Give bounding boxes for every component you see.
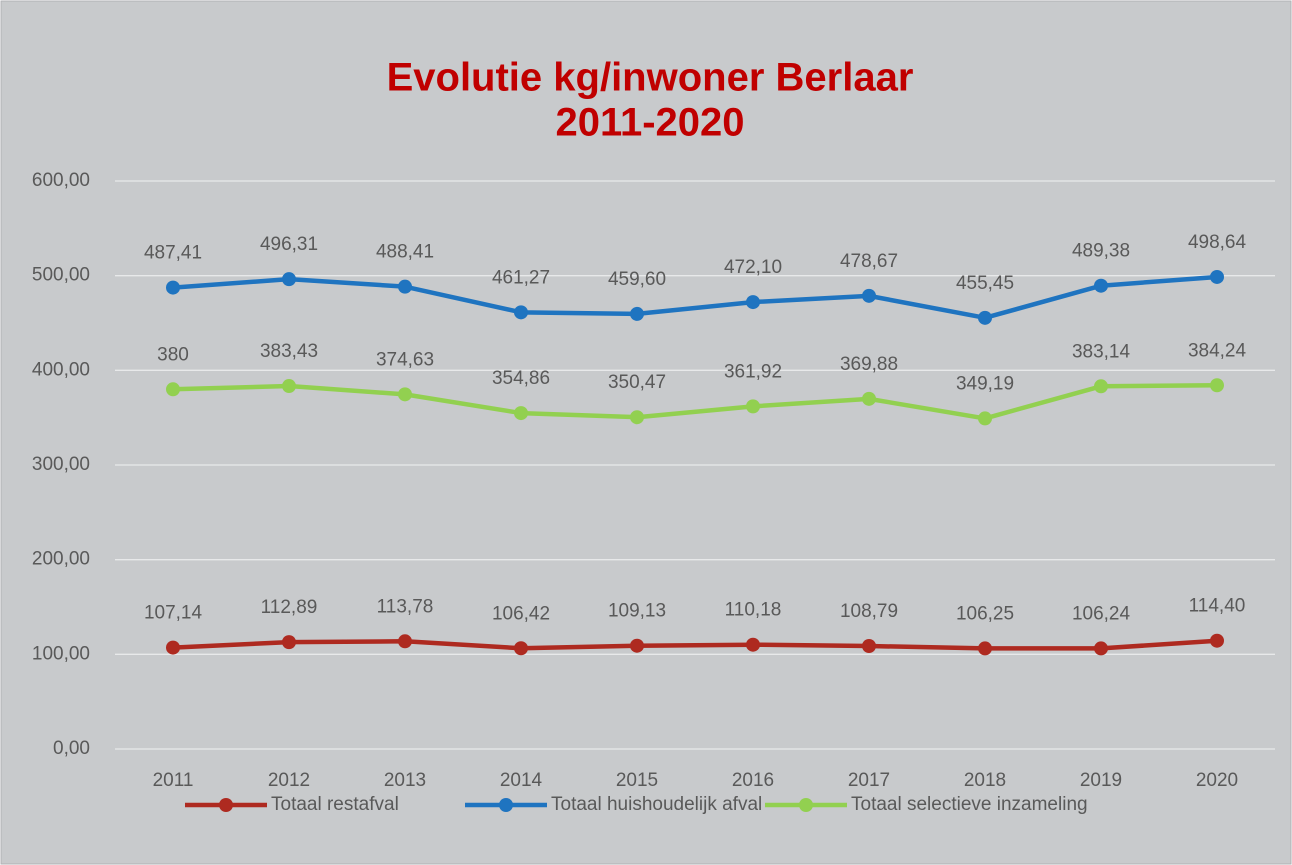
data-point	[978, 411, 992, 426]
data-label: 350,47	[608, 372, 666, 393]
data-point	[282, 635, 296, 650]
data-point	[166, 382, 180, 397]
data-label: 108,79	[840, 601, 898, 622]
data-label: 487,41	[144, 243, 202, 264]
legend-label: Totaal selectieve inzameling	[851, 794, 1088, 815]
data-point	[282, 272, 296, 287]
legend-marker	[219, 798, 233, 812]
data-label: 113,78	[377, 596, 434, 617]
data-point	[514, 641, 528, 656]
data-point	[1210, 378, 1224, 393]
y-tick-label: 0,00	[53, 738, 90, 759]
data-point	[398, 634, 412, 649]
legend-marker	[499, 798, 513, 812]
legend-label: Totaal huishoudelijk afval	[551, 794, 762, 815]
data-point	[630, 306, 644, 321]
data-label: 361,92	[724, 361, 782, 382]
data-point	[514, 406, 528, 421]
x-tick-label: 2012	[268, 770, 310, 791]
series-line	[172, 638, 1218, 651]
legend-marker	[799, 798, 813, 812]
data-label: 489,38	[1072, 241, 1130, 262]
data-point	[514, 305, 528, 320]
x-tick-label: 2018	[964, 770, 1006, 791]
chart-title: Evolutie kg/inwoner Berlaar	[387, 56, 914, 100]
x-tick-label: 2014	[500, 770, 543, 791]
data-point	[746, 637, 760, 652]
data-label: 349,19	[956, 373, 1014, 394]
data-point	[1210, 633, 1224, 648]
data-point	[630, 410, 644, 425]
data-point	[166, 640, 180, 655]
data-label: 114,40	[1189, 596, 1246, 617]
data-label: 459,60	[608, 269, 666, 290]
data-label: 461,27	[492, 267, 550, 288]
data-label: 112,89	[261, 597, 318, 618]
series-line	[172, 274, 1218, 321]
y-tick-label: 100,00	[32, 643, 90, 664]
x-tick-label: 2013	[384, 770, 426, 791]
data-label: 498,64	[1188, 232, 1247, 253]
legend-label: Totaal restafval	[271, 794, 399, 815]
y-tick-label: 400,00	[32, 359, 90, 380]
y-tick-label: 600,00	[32, 170, 90, 191]
data-label: 478,67	[840, 251, 898, 272]
data-point	[746, 295, 760, 310]
data-point	[746, 399, 760, 414]
data-label: 496,31	[260, 234, 318, 255]
data-label: 369,88	[840, 354, 898, 375]
data-label: 107,14	[144, 603, 203, 624]
data-point	[630, 638, 644, 653]
data-label: 106,25	[956, 603, 1014, 624]
data-point	[862, 288, 876, 303]
data-point	[862, 391, 876, 406]
data-label: 384,24	[1188, 340, 1247, 361]
data-label: 380	[157, 344, 189, 365]
y-tick-label: 200,00	[32, 549, 90, 570]
data-point	[282, 379, 296, 394]
data-label: 106,24	[1072, 603, 1131, 624]
data-label: 354,86	[492, 368, 550, 389]
data-point	[1094, 278, 1108, 293]
x-tick-label: 2019	[1080, 770, 1122, 791]
data-label: 488,41	[376, 242, 434, 263]
y-tick-label: 500,00	[32, 265, 90, 286]
x-tick-label: 2020	[1196, 770, 1238, 791]
data-point	[166, 280, 180, 295]
x-tick-label: 2016	[732, 770, 774, 791]
data-label: 374,63	[376, 349, 434, 370]
x-tick-label: 2011	[153, 770, 194, 791]
chart-title: 2011-2020	[555, 101, 744, 145]
data-point	[398, 387, 412, 402]
data-label: 109,13	[608, 601, 666, 622]
data-label: 383,14	[1072, 341, 1131, 362]
y-tick-label: 300,00	[32, 454, 90, 475]
x-tick-label: 2015	[616, 770, 658, 791]
data-label: 383,43	[260, 341, 318, 362]
data-point	[1094, 641, 1108, 656]
data-point	[1094, 379, 1108, 394]
data-label: 110,18	[725, 600, 782, 621]
data-point	[398, 279, 412, 294]
data-point	[1210, 269, 1224, 284]
x-tick-label: 2017	[848, 770, 890, 791]
data-label: 106,42	[492, 603, 550, 624]
data-label: 455,45	[956, 273, 1014, 294]
series-line	[172, 383, 1218, 421]
data-point	[862, 639, 876, 654]
data-point	[978, 310, 992, 325]
data-label: 472,10	[724, 257, 782, 278]
data-point	[978, 641, 992, 656]
